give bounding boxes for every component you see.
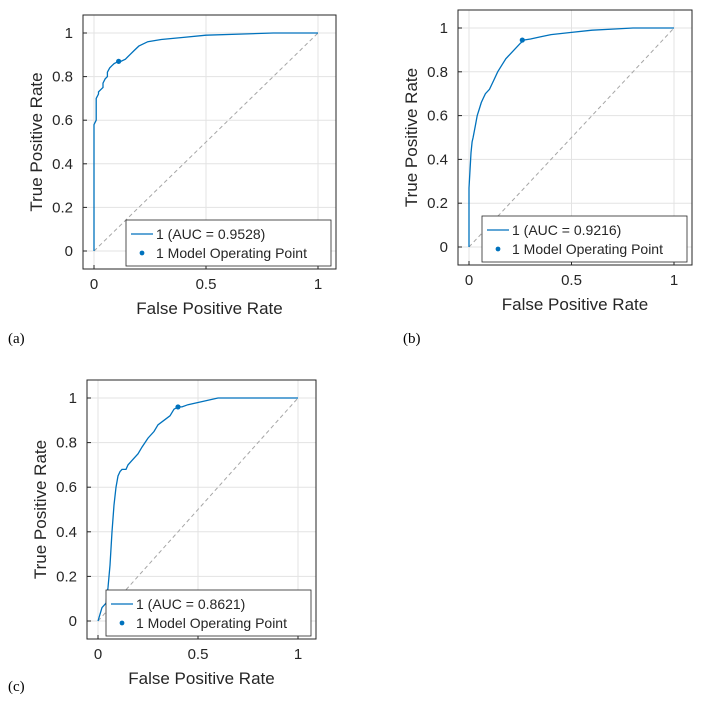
chart-c-xtick-label-0: 0 (94, 646, 102, 663)
chart-a-xtick-label-1: 0.5 (196, 276, 217, 293)
chart-a-operating-point (116, 58, 122, 64)
chart-c-ytick-label-3: 0.6 (56, 479, 77, 496)
chart-a-ytick-label-1: 0.2 (52, 199, 73, 216)
chart-c-operating-point (175, 404, 181, 410)
chart-a-ylabel: True Positive Rate (27, 72, 46, 211)
chart-c-xtick-label-2: 1 (294, 646, 302, 663)
chart-b-xlabel: False Positive Rate (502, 295, 648, 314)
roc-chart-c: 0 0.5 1 0 0.2 0.4 0.6 0.8 1 False Positive Rate Tr… (0, 365, 345, 690)
chart-a-legend-point-label: 1 Model Operating Point (156, 245, 307, 261)
chart-b-ytick-label-3: 0.6 (427, 108, 448, 125)
chart-c-ytick-label-0: 0 (69, 613, 77, 630)
chart-b-reference-line (468, 27, 675, 248)
chart-b-legend-point-label: 1 Model Operating Point (512, 241, 663, 257)
chart-b-ytick-label-4: 0.8 (427, 64, 448, 81)
chart-b-ytick-label-1: 0.2 (427, 195, 448, 212)
chart-b-legend-box (481, 215, 688, 263)
panel-label-a: (a) (8, 331, 25, 347)
chart-b-legend-point-swatch (495, 246, 501, 252)
chart-a-xlabel: False Positive Rate (136, 299, 282, 318)
roc-chart-a: 0 0.5 1 0 0.2 0.4 0.6 0.8 1 False Positive Rate Tr… (0, 0, 345, 335)
chart-c-reference-line (97, 397, 299, 622)
chart-c-xlabel: False Positive Rate (128, 669, 274, 685)
chart-b-ylabel: True Positive Rate (402, 68, 421, 207)
chart-b-ytick-label-5: 1 (440, 20, 448, 37)
chart-c-ylabel: True Positive Rate (31, 440, 50, 579)
chart-b-legend-series-label: 1 (AUC = 0.9216) (512, 222, 621, 238)
chart-b-axes-box (457, 9, 693, 266)
panel-label-b: (b) (403, 331, 421, 347)
panel-label-c: (c) (8, 679, 25, 695)
chart-a-xtick-label-0: 0 (90, 276, 98, 293)
chart-c-ytick-label-5: 1 (69, 390, 77, 407)
chart-b-operating-point (519, 37, 525, 43)
roc-chart-b: 0 0.5 1 0 0.2 0.4 0.6 0.8 1 False Positive Rate Tr… (375, 0, 720, 335)
roc-chart-b-svg: 0 0.5 1 0 0.2 0.4 0.6 0.8 1 False Positive Rate Tr… (402, 9, 693, 314)
chart-a-xtick-label-2: 1 (314, 276, 322, 293)
chart-c-roc-curve-0 (97, 397, 298, 622)
chart-b-ytick-label-2: 0.4 (427, 151, 448, 168)
chart-c-ytick-label-2: 0.4 (56, 524, 77, 541)
chart-b-xtick-label-2: 1 (670, 272, 678, 289)
chart-a-legend-series-label: 1 (AUC = 0.9528) (156, 226, 265, 242)
roc-chart-c-svg: 0 0.5 1 0 0.2 0.4 0.6 0.8 1 False Positive Rate Tr… (31, 379, 317, 688)
chart-a-reference-line (93, 32, 319, 252)
chart-a-ytick-label-2: 0.4 (52, 156, 73, 173)
chart-a-ytick-label-4: 0.8 (52, 69, 73, 86)
chart-b-xtick-label-0: 0 (465, 272, 473, 289)
chart-c-legend-box (105, 589, 312, 637)
chart-a-ytick-label-0: 0 (65, 243, 73, 260)
chart-a-ytick-label-3: 0.6 (52, 112, 73, 129)
chart-c-axes-box (86, 379, 317, 640)
chart-c-legend-point-swatch (119, 620, 125, 626)
chart-c-ytick-label-4: 0.8 (56, 435, 77, 452)
chart-a-legend-point-swatch (139, 250, 145, 256)
chart-b-roc-curve-0 (468, 27, 674, 247)
chart-b-xtick-label-1: 0.5 (561, 272, 582, 289)
roc-chart-a-svg: 0 0.5 1 0 0.2 0.4 0.6 0.8 1 False Positive Rate Tr… (27, 14, 337, 318)
chart-c-legend-series-label: 1 (AUC = 0.8621) (136, 596, 245, 612)
chart-a-ytick-label-5: 1 (65, 25, 73, 42)
chart-a-legend-box (125, 219, 332, 267)
chart-b-ytick-label-0: 0 (440, 239, 448, 256)
chart-a-roc-curve-0 (93, 32, 318, 251)
chart-c-ytick-label-1: 0.2 (56, 568, 77, 585)
chart-c-legend-point-label: 1 Model Operating Point (136, 615, 287, 631)
chart-a-axes-box (82, 14, 337, 270)
chart-c-xtick-label-1: 0.5 (188, 646, 209, 663)
